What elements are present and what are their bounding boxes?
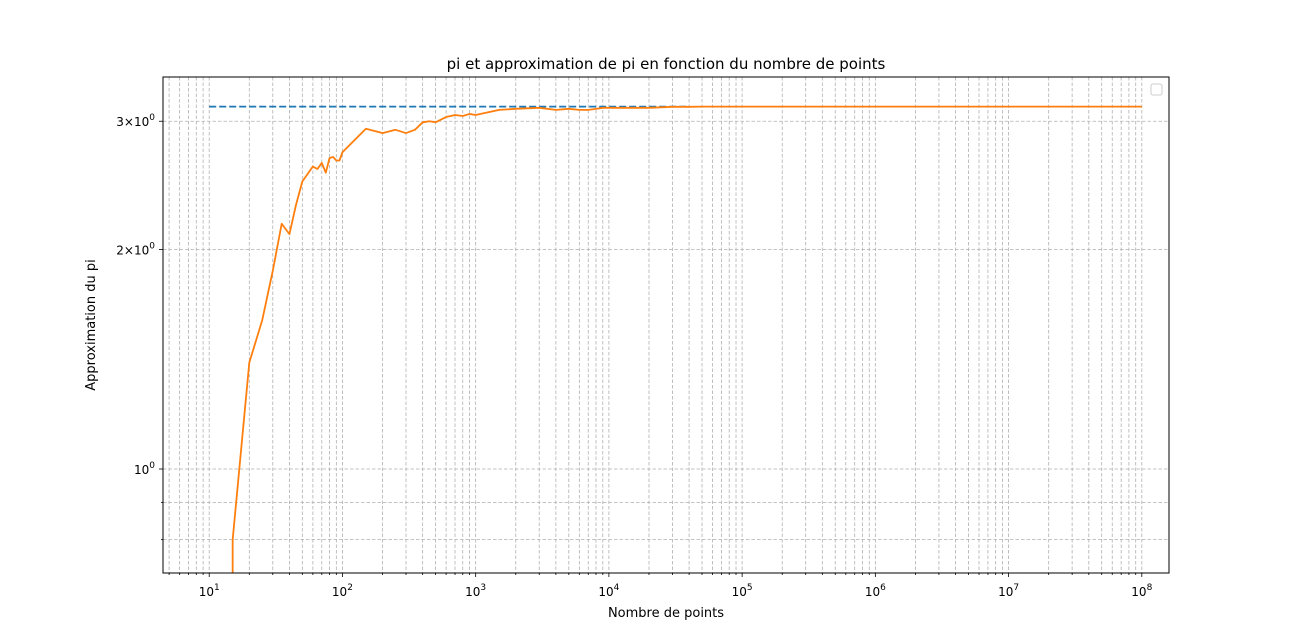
y-axis-label: Approximation du pi bbox=[84, 259, 99, 390]
x-tick-label: 105 bbox=[732, 583, 753, 599]
grid bbox=[163, 77, 1169, 573]
chart-title: pi et approximation de pi en fonction du… bbox=[447, 55, 886, 73]
data-series bbox=[209, 105, 1142, 573]
y-tick-label: 100 bbox=[134, 461, 155, 477]
x-tick-label: 102 bbox=[332, 583, 353, 599]
x-tick-label: 101 bbox=[199, 583, 220, 599]
x-tick-label: 104 bbox=[598, 583, 619, 599]
x-tick-label: 103 bbox=[465, 583, 486, 599]
x-axis-label: Nombre de points bbox=[608, 606, 724, 621]
y-tick-label: 2×100 bbox=[116, 242, 155, 258]
axis-ticks: 101 102 103 104 105 106 107 108 100 2×100 3×100 bbox=[116, 113, 1152, 599]
pi-approximation-line bbox=[231, 105, 1142, 573]
plot-area-frame bbox=[162, 76, 1170, 574]
x-tick-label: 108 bbox=[1131, 583, 1152, 599]
legend-box bbox=[1150, 83, 1163, 96]
y-tick-label: 3×100 bbox=[116, 113, 155, 129]
x-tick-label: 106 bbox=[865, 583, 886, 599]
x-tick-label: 107 bbox=[998, 583, 1019, 599]
